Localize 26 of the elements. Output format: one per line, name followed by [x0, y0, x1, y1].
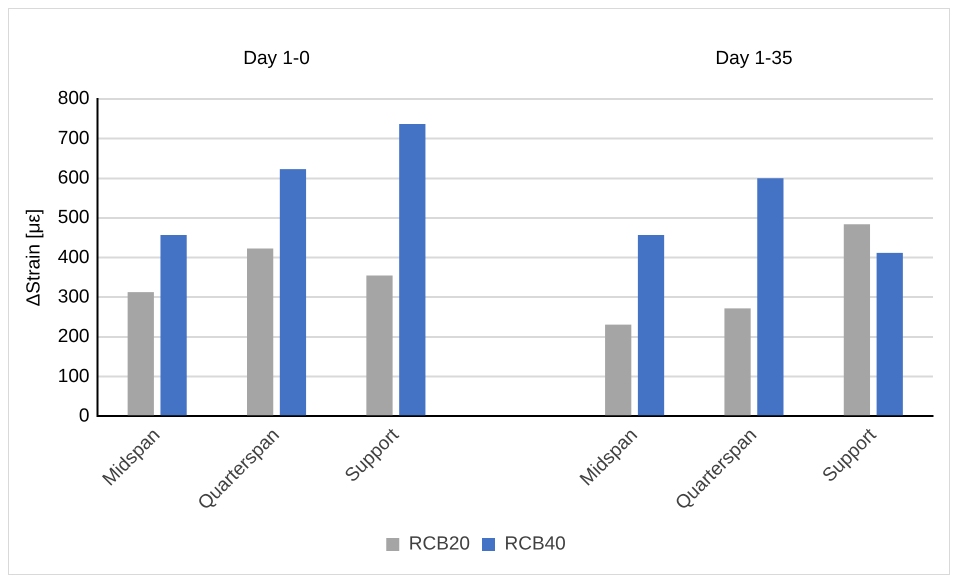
y-tick-label: 0 — [78, 405, 90, 426]
y-tick-label: 500 — [58, 207, 90, 228]
bar — [724, 308, 751, 416]
bar — [605, 324, 632, 416]
y-tick-label: 700 — [58, 128, 90, 149]
text: Day 1-0 — [243, 48, 310, 70]
legend-label: RCB20 — [408, 534, 470, 555]
y-tick-label: 100 — [58, 366, 90, 387]
bar — [366, 275, 393, 416]
bar — [280, 169, 306, 416]
bar — [160, 235, 187, 416]
y-tick-label: 600 — [58, 168, 90, 189]
bar — [844, 224, 870, 416]
y-tick-label: 800 — [58, 88, 90, 110]
bar — [638, 235, 664, 416]
y-axis-title: ΔStrain [με] — [24, 208, 45, 306]
bar — [128, 292, 154, 416]
bar — [876, 252, 903, 416]
y-tick-label: 200 — [58, 326, 90, 348]
y-tick-label: 300 — [58, 286, 90, 308]
y-tick-label: 400 — [58, 246, 90, 268]
bar — [246, 248, 274, 416]
text: Day 1-35 — [715, 48, 793, 70]
legend-label: RCB40 — [504, 534, 566, 555]
bar — [757, 178, 784, 416]
bar — [399, 124, 426, 416]
